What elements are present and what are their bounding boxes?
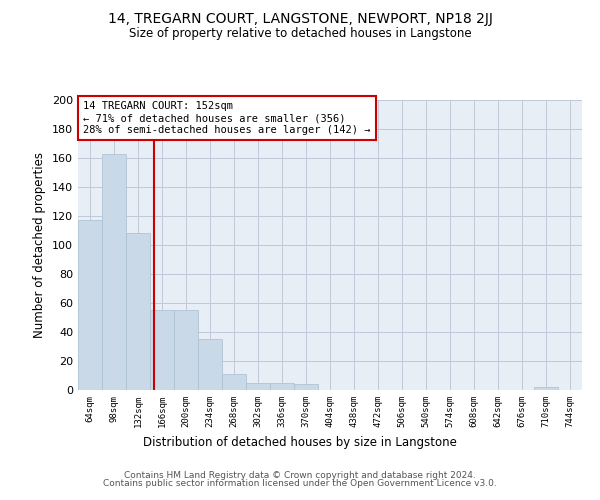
Text: Size of property relative to detached houses in Langstone: Size of property relative to detached ho… xyxy=(128,28,472,40)
Text: Distribution of detached houses by size in Langstone: Distribution of detached houses by size … xyxy=(143,436,457,449)
Text: 14 TREGARN COURT: 152sqm
← 71% of detached houses are smaller (356)
28% of semi-: 14 TREGARN COURT: 152sqm ← 71% of detach… xyxy=(83,102,371,134)
Bar xyxy=(126,234,150,390)
Text: Contains HM Land Registry data © Crown copyright and database right 2024.: Contains HM Land Registry data © Crown c… xyxy=(124,471,476,480)
Bar xyxy=(222,374,246,390)
Text: Contains public sector information licensed under the Open Government Licence v3: Contains public sector information licen… xyxy=(103,478,497,488)
Bar xyxy=(534,387,558,390)
Bar xyxy=(246,383,270,390)
Bar xyxy=(102,154,126,390)
Bar xyxy=(150,310,174,390)
Bar xyxy=(198,339,222,390)
Bar xyxy=(174,310,198,390)
Text: 14, TREGARN COURT, LANGSTONE, NEWPORT, NP18 2JJ: 14, TREGARN COURT, LANGSTONE, NEWPORT, N… xyxy=(107,12,493,26)
Bar xyxy=(270,383,294,390)
Bar xyxy=(294,384,318,390)
Bar xyxy=(78,220,102,390)
Y-axis label: Number of detached properties: Number of detached properties xyxy=(34,152,46,338)
